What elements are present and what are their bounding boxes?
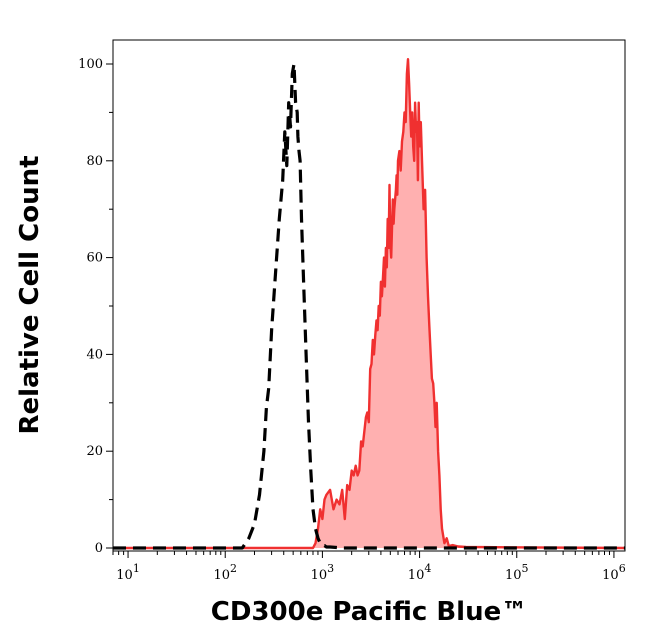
series-1-area [113,59,625,548]
x-tick-label: 106 [602,562,626,583]
y-tick-label: 20 [86,444,103,459]
y-tick-label: 0 [95,541,103,556]
y-tick-label: 100 [78,57,103,72]
series-0-line [113,62,625,550]
x-tick-base: 10 [602,568,619,583]
x-tick-exponent: 5 [522,562,529,575]
x-tick-exponent: 4 [424,562,431,575]
y-tick-label: 40 [86,347,103,362]
x-tick-base: 10 [505,568,522,583]
y-axis-title: Relative Cell Count [15,155,45,434]
series-1-line [113,58,626,550]
x-tick-base: 10 [213,568,230,583]
y-axis: 0 20 40 60 80 100 [78,40,114,556]
x-axis-title: CD300e Pacific Blue™ [211,597,527,627]
y-tick-label: 80 [86,154,103,169]
y-tick-label: 60 [86,251,103,266]
x-axis: 101 102 103 104 105 106 [112,550,626,583]
x-tick-base: 10 [311,568,328,583]
x-tick-exponent: 1 [133,562,140,575]
x-tick-base: 10 [116,568,133,583]
x-tick-label: 102 [213,562,237,583]
series-layer [113,58,626,550]
x-tick-label: 104 [408,562,432,583]
x-tick-label: 101 [116,562,140,583]
x-tick-label: 103 [311,562,335,583]
x-tick-exponent: 6 [619,562,626,575]
x-tick-exponent: 2 [230,562,237,575]
x-tick-label: 105 [505,562,529,583]
x-tick-base: 10 [408,568,425,583]
x-tick-exponent: 3 [327,562,334,575]
